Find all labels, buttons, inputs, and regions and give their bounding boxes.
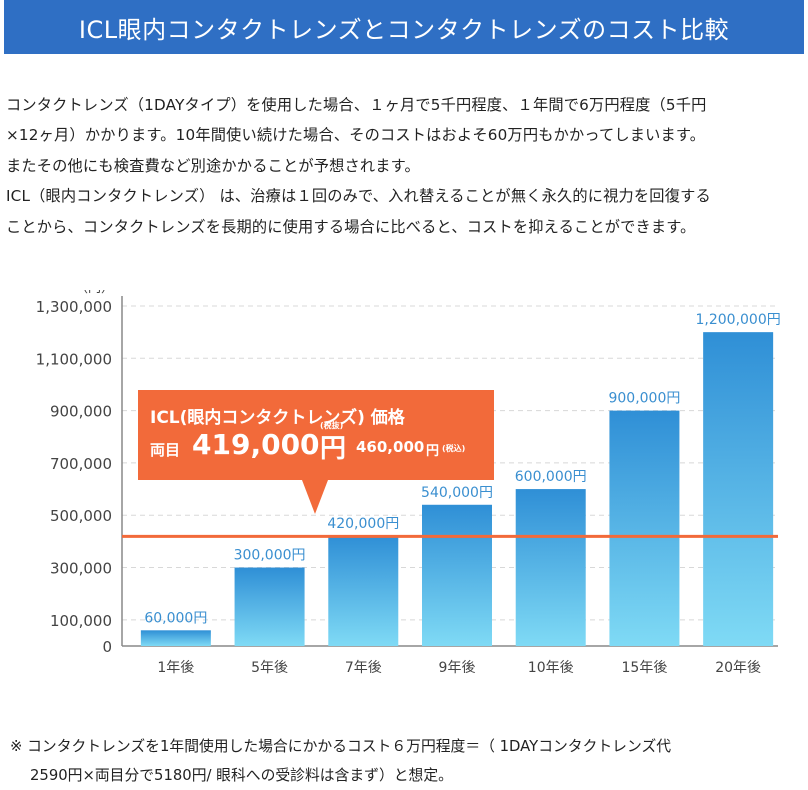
callout-unit-incl: 円 <box>426 444 440 459</box>
bar <box>703 332 774 646</box>
y-tick-label: 500,000 <box>50 507 112 525</box>
x-tick-label: 5年後 <box>251 660 288 676</box>
x-tick-label: 10年後 <box>528 660 574 676</box>
callout-unit: 円 <box>320 434 347 464</box>
y-unit-label: （円） <box>75 290 114 296</box>
intro-line: ×12ヶ月）かかります。10年間使い続けた場合、そのコストはおよそ60万円もかか… <box>6 126 706 145</box>
callout-title: ICL(眼内コンタクトレンズ) 価格 <box>150 408 405 428</box>
callout-label: 両目 <box>150 441 181 459</box>
x-tick-label: 7年後 <box>345 660 382 676</box>
callout-tax-included: (税込) <box>442 444 466 453</box>
footnote: ※ コンタクトレンズを1年間使用した場合にかかるコスト６万円程度＝（ 1DAYコ… <box>10 732 805 790</box>
callout-price-incl: 460,000 <box>356 438 425 456</box>
x-tick-label: 9年後 <box>439 660 476 676</box>
bar-value-label: 540,000円 <box>421 485 493 501</box>
footnote-line: 2590円×両目分で5180円/ 眼科への受診料は含まず）と想定。 <box>30 767 453 784</box>
bar-value-label: 600,000円 <box>515 469 587 485</box>
x-tick-label: 15年後 <box>622 660 668 676</box>
x-tick-label: 20年後 <box>715 660 761 676</box>
intro-line: またその他にも検査費など別途かかることが予想されます。 <box>6 156 420 175</box>
y-tick-label: 300,000 <box>50 560 112 578</box>
callout-tax-excluded: (税抜) <box>320 421 344 430</box>
y-tick-label: 0 <box>102 638 112 656</box>
bar <box>234 567 305 646</box>
y-tick-label: 100,000 <box>50 612 112 630</box>
callout-pointer <box>302 480 328 514</box>
bar-value-label: 420,000円 <box>327 516 399 532</box>
bar <box>609 410 680 646</box>
footnote-line: ※ コンタクトレンズを1年間使用した場合にかかるコスト６万円程度＝（ 1DAYコ… <box>10 738 672 755</box>
x-tick-label: 1年後 <box>157 660 194 676</box>
bar-value-label: 60,000円 <box>144 610 207 626</box>
bar-value-label: 900,000円 <box>608 391 680 407</box>
intro-line: コンタクトレンズ（1DAYタイプ）を使用した場合、１ヶ月で5千円程度、１年間で6… <box>6 96 707 114</box>
bar <box>140 630 211 646</box>
icl-price-callout: ICL(眼内コンタクトレンズ) 価格 両目 419,000 (税抜) 円 460… <box>138 390 494 480</box>
intro-line: ICL（眼内コンタクトレンズ） は、治療は１回のみで、入れ替えることが無く永久的… <box>6 187 711 206</box>
intro-text: コンタクトレンズ（1DAYタイプ）を使用した場合、１ヶ月で5千円程度、１年間で6… <box>6 90 806 242</box>
bar <box>422 504 492 646</box>
page-header: ICL眼内コンタクトレンズとコンタクトレンズのコスト比較 <box>4 0 804 54</box>
y-tick-label: 1,300,000 <box>36 298 112 316</box>
bar <box>515 489 586 646</box>
bar-value-label: 300,000円 <box>234 548 306 564</box>
callout-price: 419,000 <box>192 428 320 461</box>
y-tick-label: 1,100,000 <box>36 350 112 368</box>
intro-line: ことから、コンタクトレンズを長期的に使用する場合に比べると、コストを抑えることが… <box>6 217 696 236</box>
bar <box>328 536 399 646</box>
cost-bar-chart: 0 100,000 300,000 500,000 700,000 900,000 1,10… <box>36 290 781 676</box>
page-title: ICL眼内コンタクトレンズとコンタクトレンズのコスト比較 <box>78 15 730 44</box>
bar-value-label: 1,200,000円 <box>696 312 781 328</box>
y-tick-label: 900,000 <box>50 403 112 421</box>
y-tick-label: 700,000 <box>50 455 112 473</box>
